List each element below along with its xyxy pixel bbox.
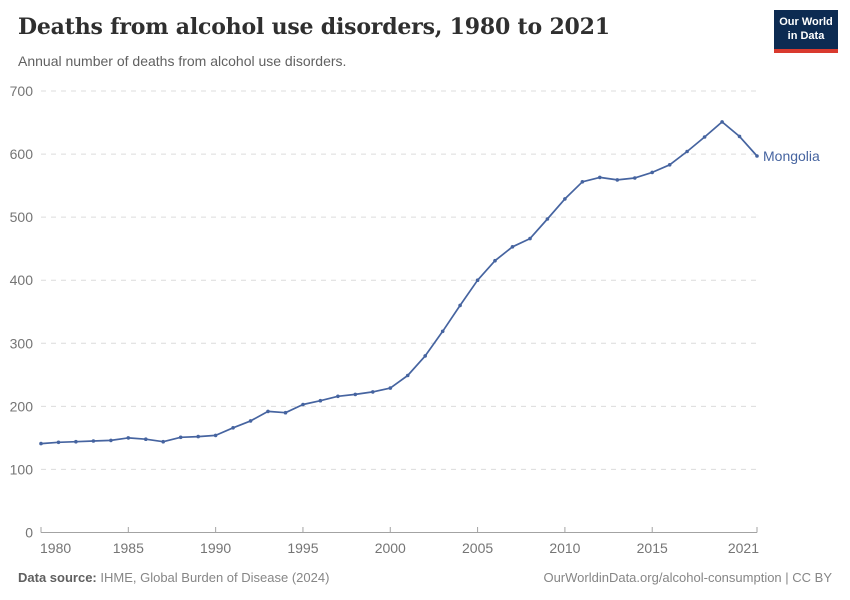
footer-link: OurWorldinData.org/alcohol-consumption |…: [543, 570, 832, 585]
data-point[interactable]: [458, 303, 462, 308]
data-point[interactable]: [580, 180, 585, 184]
data-point[interactable]: [231, 426, 235, 430]
data-point[interactable]: [39, 441, 43, 446]
y-tick-label: 0: [25, 525, 33, 541]
y-tick-label: 200: [10, 398, 34, 414]
data-point[interactable]: [371, 390, 375, 394]
data-point[interactable]: [318, 398, 323, 403]
data-point[interactable]: [440, 329, 445, 334]
data-point[interactable]: [56, 440, 61, 445]
data-line[interactable]: [40, 121, 758, 445]
data-point[interactable]: [248, 419, 253, 423]
y-tick-label: 500: [10, 209, 34, 225]
data-point[interactable]: [301, 402, 305, 407]
x-tick-label: 2015: [637, 540, 668, 556]
data-point[interactable]: [178, 435, 183, 440]
data-point[interactable]: [283, 410, 288, 415]
data-point[interactable]: [336, 394, 340, 399]
data-point[interactable]: [563, 197, 567, 201]
x-tick-label: 2010: [549, 540, 580, 556]
data-point[interactable]: [161, 439, 165, 444]
data-point[interactable]: [650, 170, 654, 175]
data-point[interactable]: [755, 154, 759, 158]
x-tick-label: 2000: [375, 540, 406, 556]
data-point[interactable]: [720, 120, 724, 124]
data-point[interactable]: [109, 438, 113, 443]
data-point[interactable]: [598, 175, 602, 180]
data-source-label: Data source:: [18, 570, 97, 585]
data-point[interactable]: [196, 434, 200, 439]
series-label-mongolia: Mongolia: [763, 147, 820, 164]
data-source-text: Data source: IHME, Global Burden of Dise…: [18, 570, 329, 585]
x-tick-label: 2005: [462, 540, 493, 556]
owid-logo-line1: Our World: [779, 15, 833, 28]
data-point[interactable]: [388, 386, 393, 390]
data-point[interactable]: [545, 217, 550, 221]
data-point[interactable]: [213, 433, 218, 438]
chart-subtitle: Annual number of deaths from alcohol use…: [18, 53, 347, 69]
data-point[interactable]: [475, 278, 480, 283]
owid-logo[interactable]: Our World in Data: [774, 10, 838, 53]
data-point[interactable]: [615, 178, 620, 182]
data-point[interactable]: [405, 373, 410, 378]
data-point[interactable]: [493, 258, 497, 263]
data-point[interactable]: [91, 439, 96, 443]
owid-logo-line2: in Data: [787, 29, 825, 42]
data-point[interactable]: [510, 245, 515, 249]
x-tick-label: 1995: [287, 540, 318, 556]
data-point[interactable]: [685, 149, 689, 154]
page-title: Deaths from alcohol use disorders, 1980 …: [18, 14, 610, 40]
data-source-value: IHME, Global Burden of Disease (2024): [96, 570, 330, 585]
y-tick-label: 400: [10, 272, 34, 288]
y-tick-label: 700: [10, 83, 34, 99]
data-point[interactable]: [74, 439, 78, 444]
y-tick-label: 300: [10, 335, 34, 351]
chart-footer: Data source: IHME, Global Burden of Dise…: [18, 570, 832, 585]
x-tick-label: 1980: [40, 540, 71, 556]
y-tick-label: 100: [10, 461, 34, 477]
data-point[interactable]: [266, 409, 270, 414]
data-point[interactable]: [737, 134, 742, 139]
data-point[interactable]: [702, 135, 707, 139]
y-tick-label: 600: [10, 146, 34, 162]
x-tick-label: 1985: [113, 540, 144, 556]
data-point[interactable]: [144, 437, 148, 442]
data-point[interactable]: [353, 392, 358, 397]
data-point[interactable]: [633, 176, 637, 180]
x-tick-label: 1990: [200, 540, 231, 556]
data-point[interactable]: [423, 354, 428, 358]
data-point[interactable]: [528, 236, 532, 241]
data-point[interactable]: [667, 163, 672, 167]
x-tick-label: 2021: [728, 540, 759, 556]
data-point[interactable]: [126, 436, 131, 440]
